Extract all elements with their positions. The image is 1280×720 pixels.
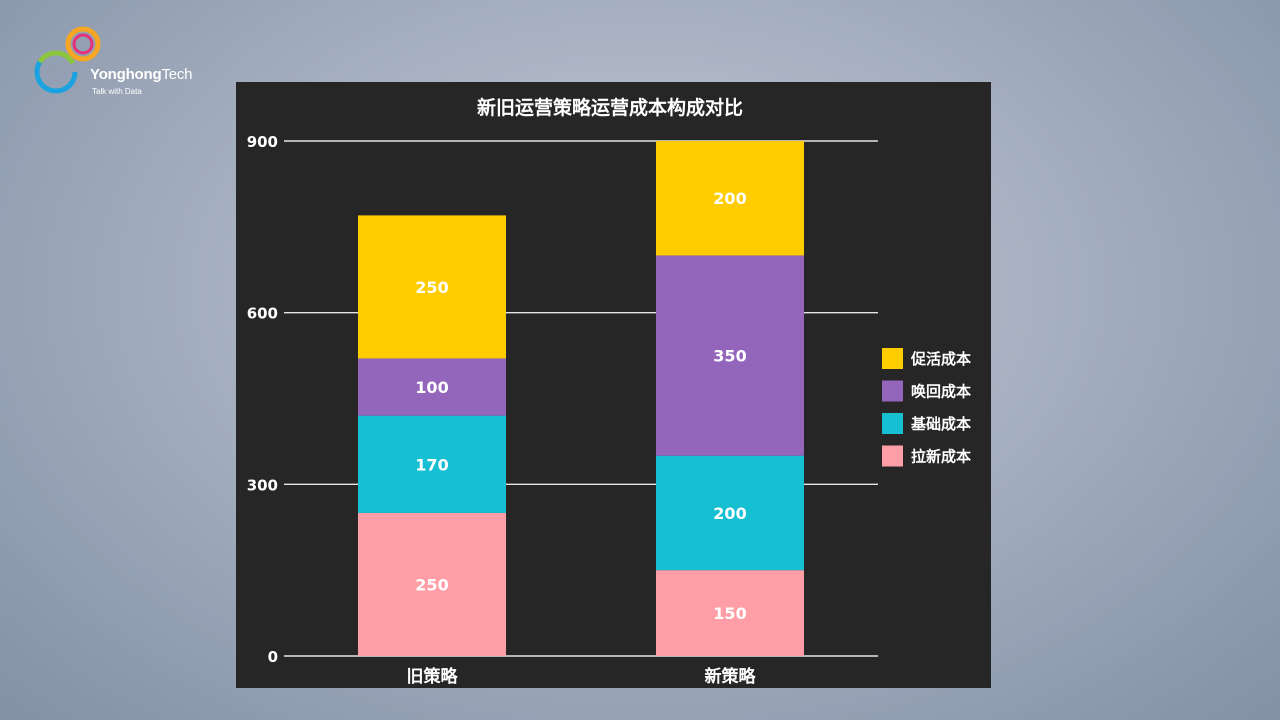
- bar-data-label: 100: [415, 378, 448, 397]
- bar-segment: [358, 358, 506, 416]
- y-axis: 0 300 600 900: [247, 133, 278, 666]
- bar-data-label: 250: [415, 575, 448, 594]
- legend-label: 唤回成本: [911, 383, 971, 401]
- y-tick-label: 300: [247, 476, 278, 494]
- y-tick-label: 900: [247, 133, 278, 151]
- yonghong-logo: YonghongTech Talk with Data: [32, 26, 212, 106]
- logo-tagline: Talk with Data: [92, 87, 142, 96]
- chart-panel: 新旧运营策略运营成本构成对比 250 170 100 250 150 200 350 200 …: [236, 82, 991, 688]
- bars: [358, 141, 804, 656]
- y-tick-label: 600: [247, 305, 278, 323]
- logo-rings-icon: [34, 26, 101, 94]
- bar-data-label: 200: [713, 504, 746, 523]
- bar-data-label: 170: [415, 455, 448, 474]
- legend-swatch: [882, 348, 903, 369]
- legend-label: 拉新成本: [911, 448, 971, 466]
- bar-segment: [656, 570, 804, 656]
- y-tick-label: 0: [268, 648, 278, 666]
- bar-segment: [358, 512, 506, 656]
- legend-label: 基础成本: [910, 415, 971, 433]
- bar-segment: [656, 255, 804, 456]
- legend-swatch: [882, 380, 903, 402]
- bar-data-label: 150: [713, 604, 746, 623]
- bar-segment: [358, 215, 506, 359]
- bar-data-label: 250: [415, 278, 448, 297]
- bar-data-label: 200: [713, 189, 746, 208]
- bar-segment: [656, 455, 804, 571]
- legend-swatch: [882, 445, 903, 467]
- logo-brand-part1: Yonghong: [90, 66, 162, 83]
- x-tick-label: 新策略: [705, 666, 757, 687]
- bar-segment: [358, 415, 506, 513]
- bar-data-label: 350: [713, 347, 746, 366]
- legend-swatch: [882, 413, 903, 434]
- stacked-bar-chart: 新旧运营策略运营成本构成对比 250170100250150200350200 …: [247, 96, 971, 687]
- chart-title: 新旧运营策略运营成本构成对比: [477, 96, 743, 119]
- x-axis: 旧策略 新策略: [407, 666, 757, 687]
- logo-brand-part2: Tech: [161, 66, 193, 83]
- legend-label: 促活成本: [910, 350, 971, 368]
- x-tick-label: 旧策略: [407, 666, 459, 687]
- data-labels: 250 170 100 250 150 200 350 200: [415, 189, 746, 623]
- bar-segment: [656, 141, 804, 256]
- logo-brand: YonghongTech: [90, 66, 193, 83]
